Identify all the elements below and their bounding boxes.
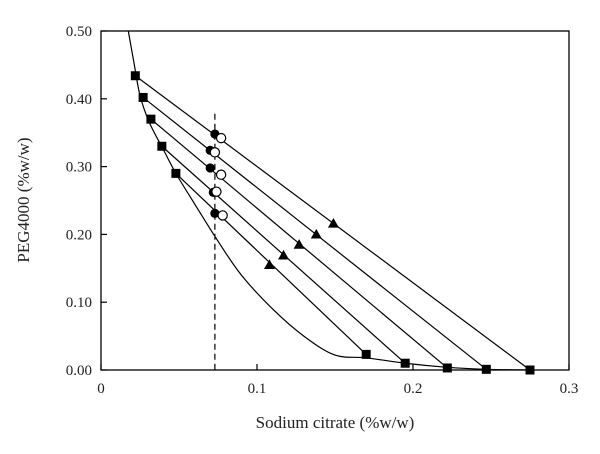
triangle-marker (327, 218, 339, 228)
triangle-marker (278, 249, 290, 260)
binodal-curve (127, 31, 531, 370)
open-circle-marker (211, 186, 222, 197)
square-marker (138, 92, 148, 102)
square-marker (157, 141, 167, 151)
x-axis-title: Sodium citrate (%w/w) (256, 413, 415, 432)
square-marker (442, 363, 452, 373)
x-tick-label: 0.3 (560, 381, 579, 397)
open-circle-marker (209, 147, 221, 158)
open-circle-marker (217, 210, 228, 221)
y-tick-label: 0.10 (66, 295, 92, 311)
square-marker (400, 358, 410, 368)
square-marker (130, 71, 140, 81)
open-circle-marker (215, 132, 227, 144)
square-marker (481, 364, 491, 374)
triangle-marker (263, 259, 275, 270)
y-tick-label: 0.20 (66, 227, 92, 243)
y-tick-label: 0.00 (66, 363, 92, 379)
square-marker (146, 114, 156, 124)
y-tick-label: 0.50 (66, 24, 92, 40)
x-tick-label: 0.2 (404, 381, 423, 397)
x-tick-label: 0 (97, 381, 105, 397)
ticks-layer: 0 0.1 0.2 0.3 0.00 0.10 0.20 0.30 0.40 0.50 (66, 24, 579, 397)
plot-layer (127, 31, 535, 375)
open-circle-marker (215, 169, 227, 180)
y-tick-label: 0.40 (66, 92, 92, 108)
y-axis-title: PEG4000 (%w/w) (14, 137, 33, 262)
square-marker (171, 168, 181, 178)
triangle-marker (310, 228, 322, 239)
y-tick-label: 0.30 (66, 160, 92, 176)
filled-circle-marker (205, 163, 215, 173)
x-tick-label: 0.1 (248, 381, 267, 397)
plot-frame (100, 30, 570, 371)
triangle-marker (293, 239, 305, 249)
filled-circle-marker (210, 208, 220, 218)
square-marker (361, 349, 371, 359)
